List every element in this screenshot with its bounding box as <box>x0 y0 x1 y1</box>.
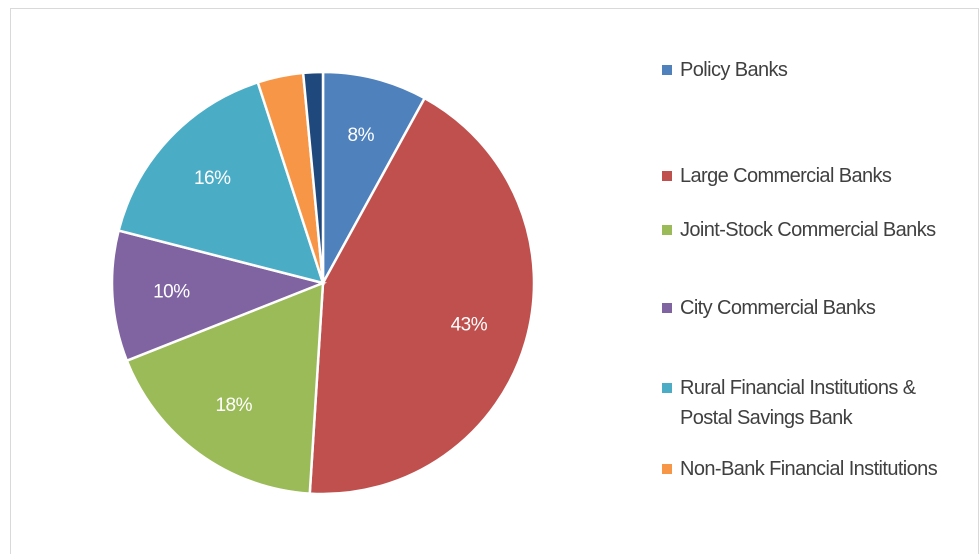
legend-label: Joint-Stock Commercial Banks <box>680 219 936 241</box>
legend-swatch <box>662 383 672 393</box>
legend-item: Large Commercial Banks <box>662 164 962 191</box>
legend-item: Rural Financial Institutions & Postal Sa… <box>662 376 962 433</box>
legend-label: Non-Bank Financial Institutions <box>680 458 938 480</box>
data-label: 10% <box>153 282 190 303</box>
data-label: 18% <box>215 395 252 416</box>
pie-slice <box>321 70 427 284</box>
data-label: 8% <box>348 125 375 146</box>
legend-item: Non-Bank Financial Institutions <box>662 457 962 484</box>
legend-swatch <box>662 225 672 235</box>
legend-label: Rural Financial Institutions & Postal Sa… <box>680 377 916 429</box>
frame <box>10 8 979 554</box>
legend-label: Large Commercial Banks <box>680 165 892 187</box>
legend-label: City Commercial Banks <box>680 297 876 319</box>
legend-item: Joint-Stock Commercial Banks <box>662 218 962 245</box>
pie-slice <box>125 281 325 495</box>
legend-swatch <box>662 303 672 313</box>
legend-item: Policy Banks <box>662 58 962 85</box>
legend-swatch <box>662 171 672 181</box>
data-label: 16% <box>194 168 231 189</box>
legend-label: Policy Banks <box>680 59 788 81</box>
legend-item: City Commercial Banks <box>662 296 962 323</box>
pie-slice <box>117 80 325 285</box>
legend-swatch <box>662 464 672 474</box>
data-label: 43% <box>451 314 488 335</box>
pie-slice <box>308 96 536 496</box>
pie-slice <box>301 70 325 284</box>
legend-swatch <box>662 65 672 75</box>
pie-slice <box>110 229 328 363</box>
